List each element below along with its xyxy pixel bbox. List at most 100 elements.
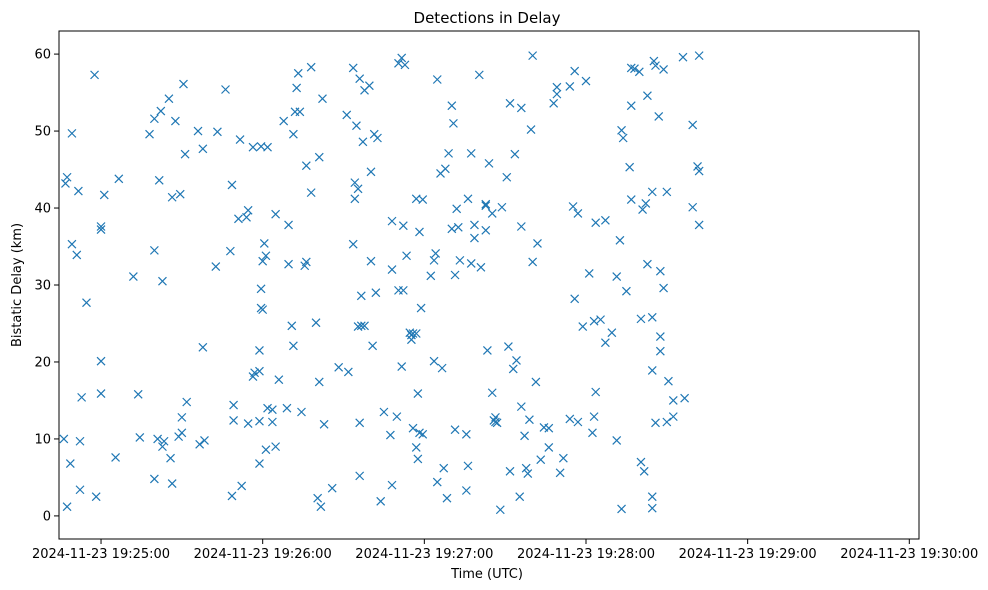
data-point <box>544 423 554 433</box>
data-point <box>319 419 329 429</box>
data-point <box>316 502 326 512</box>
data-point <box>366 256 376 266</box>
data-point <box>170 116 180 126</box>
data-point <box>62 502 72 512</box>
data-point <box>688 202 698 212</box>
data-point <box>255 416 264 426</box>
data-point <box>198 144 208 154</box>
data-point <box>392 412 402 422</box>
data-point <box>67 128 77 138</box>
data-point <box>279 116 289 126</box>
data-point <box>211 262 221 271</box>
data-point <box>694 51 704 61</box>
data-point <box>570 66 580 76</box>
data-point <box>195 439 205 449</box>
data-point <box>373 133 382 143</box>
data-point <box>258 305 268 315</box>
data-point <box>426 271 436 281</box>
data-point <box>387 265 397 275</box>
data-point <box>481 199 491 209</box>
y-tick-label: 40 <box>34 202 51 217</box>
data-point <box>352 121 361 131</box>
data-point <box>200 436 209 445</box>
data-point <box>474 70 484 80</box>
data-point <box>418 195 428 204</box>
y-tick-label: 30 <box>34 279 51 294</box>
data-point <box>581 76 591 86</box>
data-point <box>73 186 83 196</box>
data-point <box>145 129 154 139</box>
data-point <box>387 216 397 226</box>
data-point <box>694 166 704 176</box>
data-point <box>416 303 426 313</box>
data-point <box>447 101 457 111</box>
data-point <box>364 81 374 91</box>
data-point <box>379 407 389 417</box>
data-point <box>552 89 562 99</box>
data-point <box>225 246 235 256</box>
data-point <box>565 81 575 91</box>
data-point <box>678 52 688 62</box>
data-point <box>516 103 526 113</box>
y-tick-label: 0 <box>43 509 51 524</box>
data-point <box>397 362 407 372</box>
data-point <box>503 342 513 352</box>
data-point <box>413 454 423 464</box>
data-point <box>350 178 360 188</box>
data-point <box>617 125 626 135</box>
data-point <box>133 389 143 399</box>
data-point <box>515 492 525 502</box>
data-point <box>334 362 344 372</box>
data-point <box>600 338 610 348</box>
data-point <box>591 218 601 228</box>
data-point <box>180 149 190 159</box>
data-point <box>688 120 698 130</box>
data-point <box>591 387 601 397</box>
data-point <box>313 493 323 503</box>
data-point <box>482 345 492 355</box>
data-point <box>149 474 159 484</box>
y-tick-label: 50 <box>34 125 51 140</box>
data-point <box>463 461 473 471</box>
data-point <box>639 466 649 476</box>
data-point <box>418 429 428 439</box>
data-point <box>578 322 588 331</box>
data-point <box>292 83 302 93</box>
data-point <box>481 225 491 235</box>
data-point <box>521 463 531 473</box>
data-point <box>636 457 646 467</box>
data-point <box>91 492 101 502</box>
data-point <box>353 184 363 194</box>
data-point <box>461 429 471 439</box>
data-point <box>453 222 463 232</box>
data-point <box>306 188 316 198</box>
data-point <box>668 396 678 405</box>
data-point <box>636 314 646 324</box>
data-point <box>450 425 460 435</box>
data-point <box>680 393 690 403</box>
data-point <box>516 402 526 412</box>
data-point <box>75 436 85 446</box>
data-point <box>470 220 479 230</box>
data-point <box>463 194 473 204</box>
chart-title: Detections in Delay <box>414 9 561 27</box>
data-point <box>588 428 597 438</box>
data-point <box>452 204 462 214</box>
data-point <box>439 463 449 473</box>
data-point <box>626 195 636 204</box>
data-point <box>159 436 169 446</box>
data-point <box>596 315 605 325</box>
data-point <box>544 442 554 452</box>
data-point <box>642 91 652 101</box>
data-point <box>429 255 439 265</box>
data-point <box>193 126 203 136</box>
data-point <box>301 257 311 267</box>
data-point <box>360 321 369 331</box>
data-point <box>664 376 673 386</box>
data-point <box>402 251 411 261</box>
data-point <box>128 272 138 281</box>
data-point <box>626 101 636 111</box>
data-point <box>297 407 306 417</box>
x-tick-label: 2024-11-23 19:26:00 <box>194 547 332 562</box>
y-tick-label: 60 <box>34 48 51 63</box>
